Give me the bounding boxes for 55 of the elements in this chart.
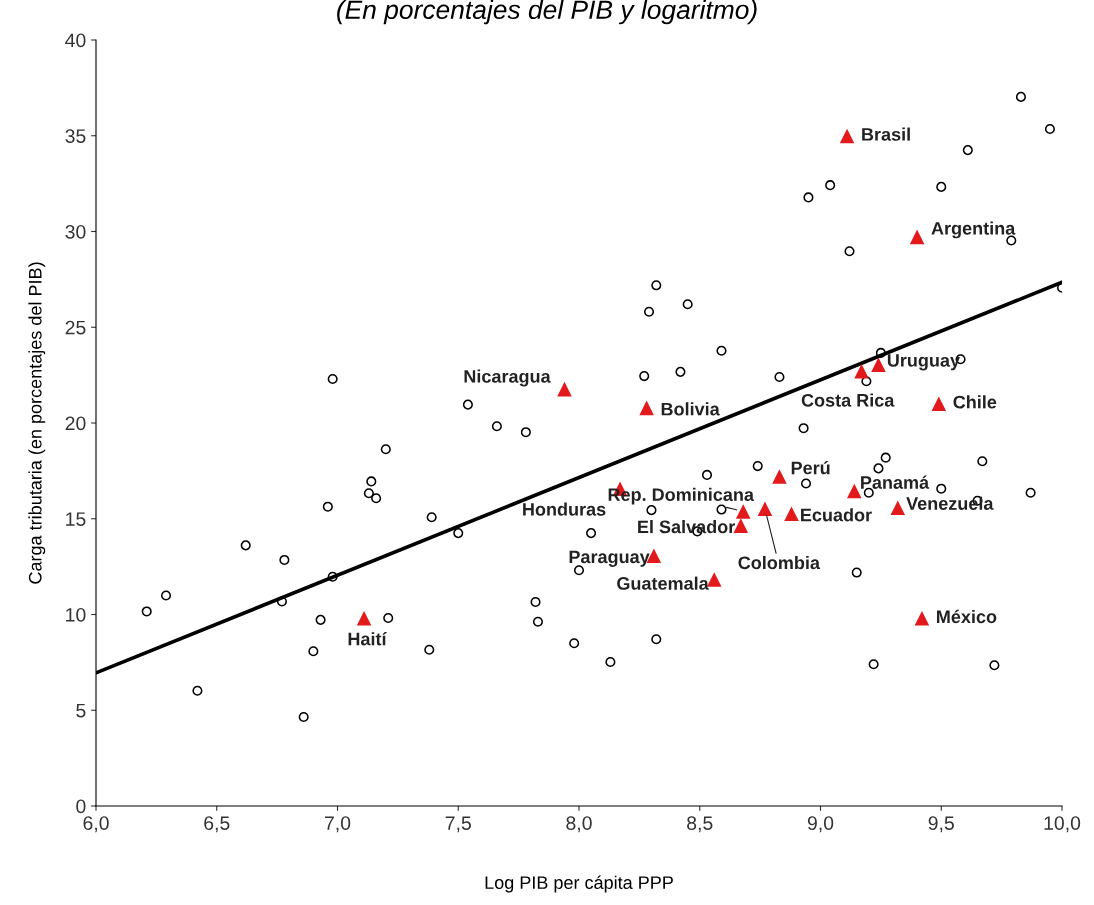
point: [735, 504, 751, 519]
y-tick-label: 35: [65, 129, 86, 143]
point: [890, 500, 906, 516]
point: [639, 400, 654, 416]
annotation: Bolivia: [661, 402, 720, 416]
point: [847, 483, 862, 499]
y-tick-label: 40: [65, 33, 86, 48]
x-tick-label: 9,5: [928, 816, 954, 833]
point: [784, 506, 799, 522]
point: [839, 128, 855, 144]
annotation: Paraguay: [569, 550, 650, 567]
y-tick-label: 25: [65, 320, 86, 335]
x-tick-label: 10,0: [1044, 816, 1081, 833]
point: [914, 611, 930, 626]
annotation: Uruguay: [887, 354, 960, 371]
chart-subtitle: (En porcentajes del PIB y logaritmo): [337, 0, 757, 25]
point: [757, 501, 773, 517]
y-tick-label: 15: [66, 512, 86, 526]
annotation: Argentina: [931, 221, 1016, 239]
x-axis-title: Log PIB per cápita PPP: [485, 875, 673, 893]
y-tick-label: 30: [65, 224, 86, 239]
x-tick-label: 8,5: [687, 816, 713, 833]
y-tick-label: 20: [65, 416, 86, 431]
annotation: Guatemala: [617, 576, 709, 590]
annotation: Ecuador: [801, 508, 872, 522]
annotation: Rep. Dominicana: [608, 487, 755, 505]
x-tick-label: 9,0: [807, 816, 834, 833]
annotation: Colombia: [738, 555, 821, 570]
x-tick-label: 6,0: [83, 816, 109, 833]
annotation: El Salvador: [638, 520, 735, 534]
x-tick-label: 8,0: [566, 816, 592, 833]
annotation: Nicaragua: [464, 369, 551, 387]
y-tick-label: 10: [66, 607, 86, 622]
annotation: Venezuela: [906, 496, 994, 510]
x-tick-label: 7,0: [324, 816, 351, 833]
x-tick-label: 6,5: [204, 816, 230, 833]
x-tick-label: 7,5: [445, 816, 471, 833]
point: [772, 469, 787, 484]
point: [557, 381, 572, 397]
y-axis-title: Carga tributaria (en porcentajes del PIB): [28, 262, 46, 584]
annotation: Brasil: [862, 127, 910, 141]
annotation: Costa Rica: [801, 393, 895, 407]
y-tick-label: 0: [76, 799, 86, 814]
annotation: Honduras: [523, 502, 606, 516]
point: [854, 364, 869, 379]
annotation: Panamá: [861, 475, 930, 489]
point: [356, 611, 372, 626]
annotation: México: [937, 609, 997, 624]
annotation: Chile: [953, 395, 997, 409]
annotation: Haití: [348, 631, 388, 646]
y-tick-label: 5: [76, 703, 86, 718]
point: [931, 396, 947, 411]
point: [871, 357, 886, 373]
point: [909, 229, 925, 245]
annotation: Perú: [791, 460, 830, 475]
